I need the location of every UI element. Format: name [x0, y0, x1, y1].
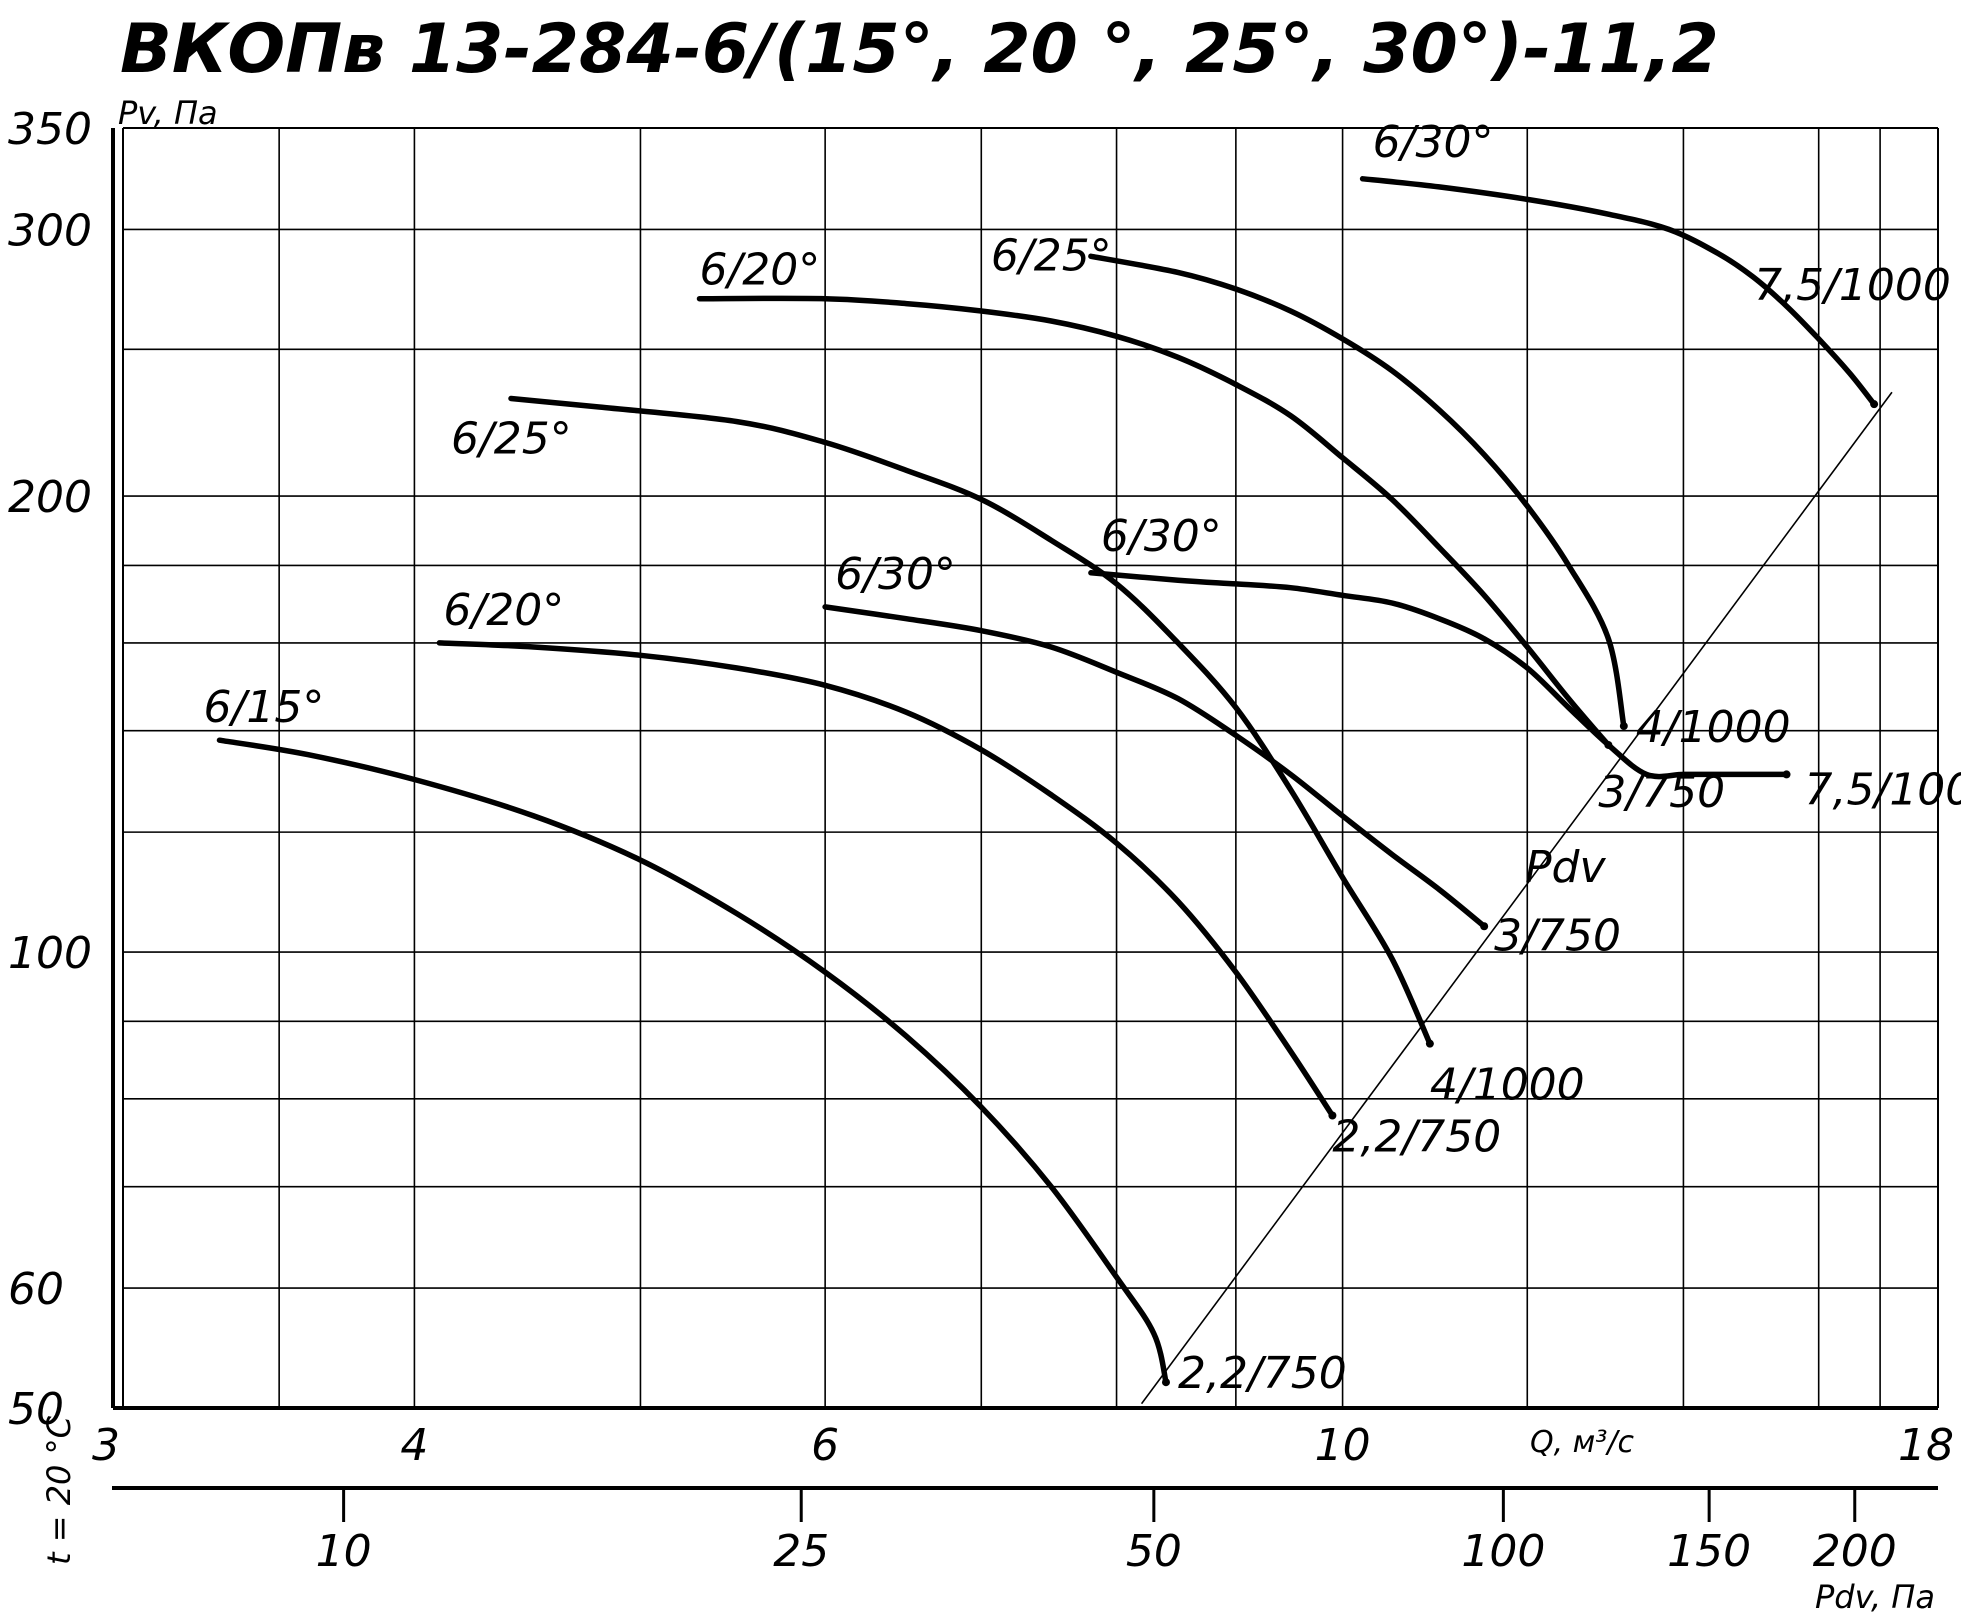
- curve-name-label: 6/15°: [204, 682, 325, 733]
- performance-curves: [216, 176, 1879, 1387]
- curve-end-label: 4/1000: [1430, 1060, 1585, 1111]
- curve-end-point: [1480, 922, 1489, 931]
- curve-name-label: 6/30°: [1101, 511, 1222, 562]
- curve-end-label: 7,5/1000: [1754, 260, 1951, 311]
- y-tick-label: 100: [8, 928, 92, 979]
- curve-end-label: 2,2/750: [1332, 1111, 1501, 1162]
- chart-title: ВКОПв 13-284-6/(15°, 20 °, 25°, 30°)-11,…: [120, 10, 1719, 89]
- x2-axis-label: Pdv, Па: [1815, 1578, 1935, 1616]
- curve-end-label: 2,2/750: [1178, 1348, 1347, 1399]
- curve-end-point: [1425, 1039, 1434, 1048]
- pdv-tick-label: 150: [1667, 1526, 1751, 1577]
- curve-line: [1359, 176, 1877, 407]
- grid: [123, 128, 1938, 1408]
- x-axis-label: Q, м³/с: [1530, 1425, 1634, 1460]
- curve-name-label: 6/25°: [451, 413, 572, 464]
- curve-name-label: 6/20°: [699, 245, 820, 296]
- curve-line: [508, 395, 1433, 1047]
- curve-labels: 6/15° 2,2/750 6/20° 2,2/750 6/25° 4/1000 6/30°…: [204, 117, 1961, 1399]
- curve-line: [216, 737, 1169, 1385]
- pdv-tick-label: 25: [773, 1526, 829, 1577]
- curve-end-point: [1782, 770, 1791, 779]
- y-tick-label: 60: [8, 1264, 64, 1315]
- pdv-reference-line: [1140, 391, 1893, 1405]
- curve-end-point: [1870, 400, 1879, 409]
- curve-end-point: [1619, 722, 1628, 731]
- curve-end-label: 4/1000: [1636, 702, 1791, 753]
- temperature-label: t = 20 °C: [40, 1415, 78, 1565]
- y-tick-label: 300: [8, 205, 92, 256]
- y-tick-labels: 50 60 100 200 300 350: [8, 104, 92, 1435]
- curve-line: [696, 295, 1612, 748]
- pdv-tick-label: 200: [1813, 1526, 1897, 1577]
- curve-end-label: 3/750: [1494, 910, 1621, 961]
- pdv-tick-label: 50: [1126, 1526, 1182, 1577]
- curve-line: [436, 640, 1336, 1119]
- plot-frame: [111, 127, 1939, 1410]
- pdv-line-label: Pdv: [1525, 842, 1606, 893]
- x-tick-label: 10: [1315, 1420, 1371, 1471]
- x-tick-label: 6: [811, 1420, 839, 1471]
- curve-name-label: 6/30°: [835, 549, 956, 600]
- y-tick-label: 50: [8, 1384, 64, 1435]
- y-tick-label: 200: [8, 472, 92, 523]
- pdv-axis: 10 25 50 100 150 200: [112, 1486, 1938, 1577]
- x-tick-label: 3: [92, 1420, 120, 1471]
- curve-line: [822, 604, 1487, 930]
- curve-end-point: [1161, 1378, 1170, 1387]
- pdv-line: Pdv: [1140, 391, 1893, 1405]
- curve-end-label: 3/750: [1598, 767, 1725, 818]
- x-tick-label: 4: [400, 1420, 428, 1471]
- curve-line: [1088, 253, 1627, 729]
- x-tick-labels: 3 4 6 10 18: [92, 1420, 1954, 1471]
- curve-name-label: 6/30°: [1373, 117, 1494, 168]
- curve-name-label: 6/25°: [991, 230, 1112, 281]
- pdv-tick-label: 10: [316, 1526, 372, 1577]
- x-tick-label: 18: [1898, 1420, 1954, 1471]
- curve-name-label: 6/20°: [443, 585, 564, 636]
- pdv-tick-label: 100: [1461, 1526, 1545, 1577]
- curve-end-label: 7,5/1000: [1805, 764, 1961, 815]
- curve-end-point: [1328, 1111, 1337, 1120]
- y-tick-label: 350: [8, 104, 92, 155]
- curve-line: [1088, 570, 1790, 780]
- y-axis-label: Pv, Па: [118, 94, 218, 132]
